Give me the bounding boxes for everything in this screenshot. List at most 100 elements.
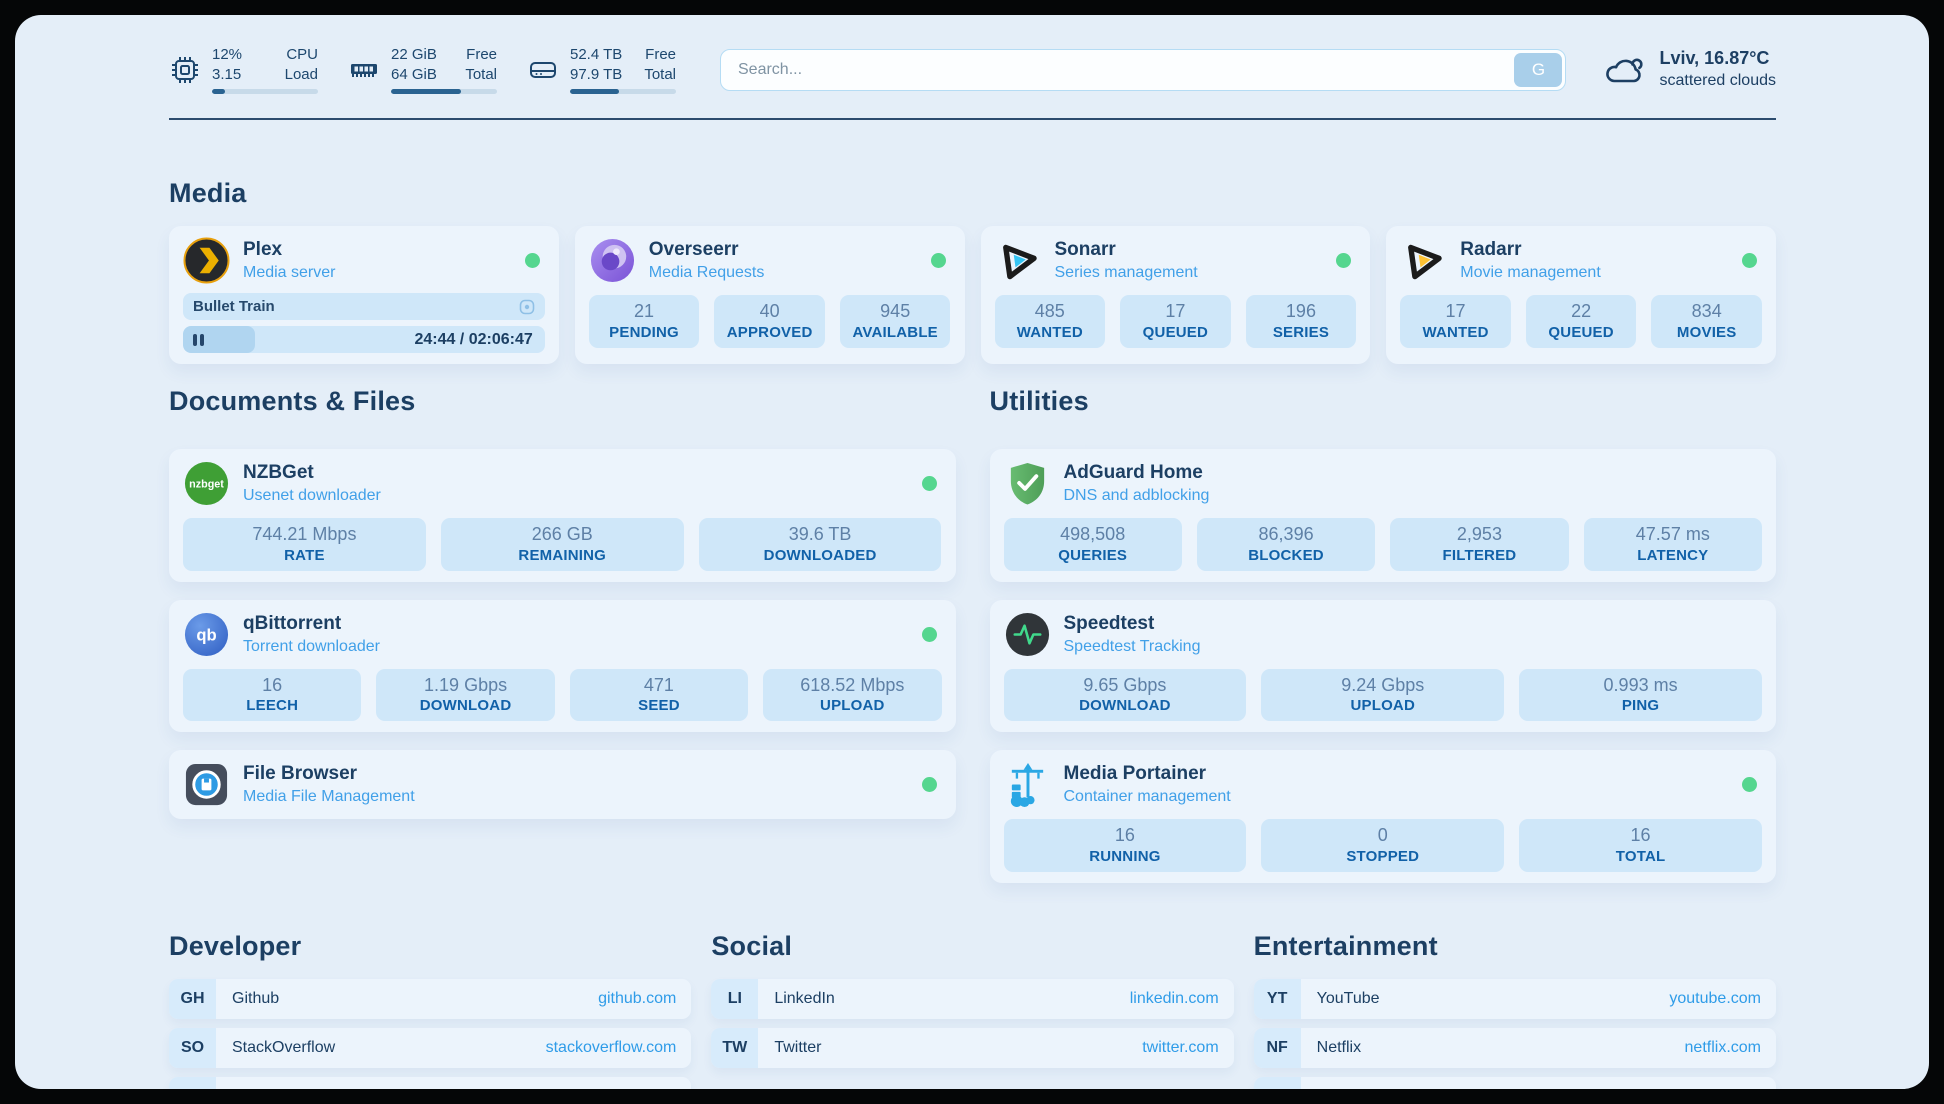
status-dot [921, 626, 937, 642]
plex-icon [183, 237, 230, 284]
service-desc: Torrent downloader [243, 637, 380, 655]
bookmark-abbr: RE [1253, 1076, 1301, 1089]
disk-total-label: Total [644, 65, 676, 83]
stat-queries: 498,508 QUERIES [1003, 518, 1182, 571]
service-name: Media Portainer [1063, 763, 1207, 785]
bookmark-twitter[interactable]: TW Twitter twitter.com [711, 1027, 1234, 1068]
service-desc: Usenet downloader [243, 487, 381, 505]
disk-free-value: 52.4 TB [570, 46, 623, 63]
pause-icon [193, 333, 204, 346]
stat-seed: 471 SEED [569, 668, 749, 722]
disk-progress-bar [570, 89, 676, 94]
memory-total-label: Total [465, 65, 497, 83]
bookmark-github[interactable]: GH Github github.com [169, 978, 692, 1019]
bookmark-linkedin[interactable]: LI LinkedIn linkedin.com [711, 978, 1234, 1019]
bookmark-name: Github [232, 989, 280, 1007]
stat-leech: 16 LEECH [183, 668, 362, 722]
stat-wanted: 485 WANTED [994, 295, 1106, 348]
status-dot [1336, 253, 1352, 268]
stat-blocked: 86,396 BLOCKED [1196, 518, 1376, 571]
bookmark-url: reddit.com [1686, 1088, 1761, 1089]
bookmark-url: stackoverflow.com [545, 1038, 677, 1056]
memory-widget: 22 GiB 64 GiB Free Total [348, 45, 497, 94]
service-desc: Series management [1054, 264, 1198, 282]
bookmark-name: Twitter [774, 1038, 822, 1056]
service-card-portainer[interactable]: Media Portainer Container management 16 … [989, 750, 1776, 883]
status-dot [930, 253, 946, 268]
bookmark-dev[interactable]: DT DEV dev.to [169, 1076, 692, 1089]
stat-downloaded: 39.6 TB DOWNLOADED [698, 518, 942, 571]
service-name: Speedtest [1063, 612, 1155, 634]
weather-condition: scattered clouds [1659, 71, 1776, 89]
bookmark-netflix[interactable]: NF Netflix netflix.com [1253, 1027, 1776, 1068]
bookmark-abbr: YT [1253, 978, 1301, 1019]
bookmark-name: LinkedIn [774, 989, 835, 1007]
service-card-filebrowser[interactable]: File Browser Media File Management [169, 750, 956, 820]
disk-icon [527, 54, 559, 86]
playback-progress-bar: 24:44 / 02:06:47 [183, 326, 545, 353]
search-bar: G [720, 48, 1567, 91]
bookmark-abbr: DT [169, 1076, 216, 1089]
bookmark-abbr: GH [169, 978, 216, 1019]
nzbget-icon: nzbget [183, 460, 230, 507]
service-card-nzbget[interactable]: nzbget NZBGet Usenet downloader 74 [169, 449, 956, 582]
stat-queued: 22 QUEUED [1525, 295, 1637, 348]
portainer-icon [1004, 761, 1051, 808]
service-card-qbittorrent[interactable]: qb qBittorrent Torrent downloader [169, 599, 956, 733]
stat-download: 9.65 Gbps DOWNLOAD [1003, 668, 1247, 722]
stat-movies: 834 MOVIES [1651, 295, 1762, 348]
service-card-plex[interactable]: Plex Media server Bullet Train [169, 226, 559, 364]
bookmark-group-entertainment: Entertainment YT YouTube youtube.com NF … [1253, 931, 1776, 1089]
service-name: qBittorrent [243, 612, 342, 634]
stat-running: 16 RUNNING [1003, 819, 1247, 872]
search-engine-button[interactable]: G [1514, 52, 1563, 87]
stat-available: 945 AVAILABLE [839, 295, 951, 348]
bookmark-title-developer: Developer [169, 930, 302, 961]
service-name: AdGuard Home [1063, 462, 1203, 484]
disk-widget: 52.4 TB 97.9 TB Free Total [527, 45, 676, 94]
status-dot [524, 253, 540, 268]
stat-approved: 40 APPROVED [714, 295, 825, 348]
bookmark-youtube[interactable]: YT YouTube youtube.com [1253, 978, 1776, 1019]
stat-series: 196 SERIES [1245, 295, 1357, 348]
service-desc: Media File Management [243, 788, 415, 806]
service-desc: Movie management [1460, 264, 1601, 282]
section-title-utilities: Utilities [989, 386, 1089, 416]
service-card-radarr[interactable]: Radarr Movie management 17 WANTED 22 QUE… [1386, 226, 1776, 364]
service-name: NZBGet [243, 462, 314, 484]
stat-rate: 744.21 Mbps RATE [183, 518, 426, 571]
bookmark-abbr: TW [711, 1027, 759, 1068]
bookmark-name: DEV [232, 1088, 265, 1089]
bookmark-url: youtube.com [1669, 989, 1761, 1007]
stat-queued: 17 QUEUED [1120, 295, 1231, 348]
bookmark-url: twitter.com [1142, 1038, 1219, 1056]
cpu-widget: 12% 3.15 CPU Load [169, 45, 318, 94]
cpu-icon [169, 54, 201, 86]
bookmark-stackoverflow[interactable]: SO StackOverflow stackoverflow.com [169, 1027, 692, 1068]
service-card-sonarr[interactable]: Sonarr Series management 485 WANTED 17 Q… [980, 226, 1371, 364]
service-card-overseerr[interactable]: Overseerr Media Requests 21 PENDING 40 A… [574, 226, 965, 364]
disc-icon [519, 299, 535, 315]
status-dot [1742, 253, 1757, 268]
cpu-load-value: 3.15 [212, 65, 242, 83]
filebrowser-icon [183, 761, 230, 808]
bookmark-name: YouTube [1316, 989, 1380, 1007]
weather-widget: Lviv, 16.87°C scattered clouds [1602, 47, 1776, 91]
stat-stopped: 0 STOPPED [1261, 819, 1505, 872]
qbittorrent-icon: qb [183, 611, 230, 658]
stat-filtered: 2,953 FILTERED [1390, 518, 1569, 571]
section-title-media: Media [169, 178, 247, 208]
bookmark-url: linkedin.com [1129, 989, 1219, 1007]
bookmark-name: Reddit [1317, 1088, 1363, 1089]
bookmark-url: github.com [598, 989, 677, 1007]
memory-total-value: 64 GiB [391, 65, 437, 83]
service-card-speedtest[interactable]: Speedtest Speedtest Tracking 9.65 Gbps D… [989, 599, 1776, 733]
search-input[interactable] [720, 48, 1567, 91]
speedtest-icon [1004, 611, 1051, 658]
service-card-adguard[interactable]: AdGuard Home DNS and adblocking 498,508 … [989, 449, 1776, 582]
radarr-icon [1400, 237, 1447, 284]
cpu-percent: 12% [212, 46, 243, 63]
bookmark-title-social: Social [711, 930, 793, 961]
memory-free-label: Free [466, 46, 497, 63]
bookmark-reddit[interactable]: RE Reddit reddit.com [1253, 1076, 1776, 1089]
